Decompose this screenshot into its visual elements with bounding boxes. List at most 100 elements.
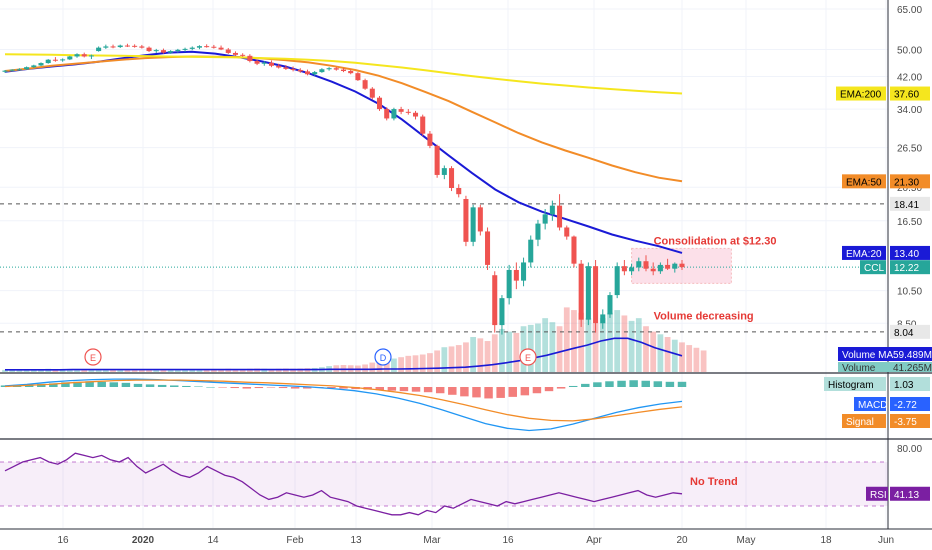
candle-43 bbox=[312, 71, 318, 76]
macd-tag-value: 1.03 bbox=[894, 380, 914, 391]
candle-86 bbox=[621, 260, 627, 276]
macd-hist-bar-56 bbox=[677, 381, 687, 387]
volume-bar-16 bbox=[117, 370, 124, 372]
volume-bar-19 bbox=[138, 369, 145, 372]
volume-bar-27 bbox=[196, 369, 203, 372]
event-marker-e-2: E bbox=[519, 348, 537, 366]
price-tag-1-label: EMA:50 bbox=[846, 177, 882, 188]
price-tag-4-value-bg bbox=[890, 260, 930, 275]
candle-body bbox=[657, 264, 663, 272]
time-tick-11: Jun bbox=[878, 535, 894, 546]
volume-bar-93 bbox=[671, 339, 678, 372]
event-marker-label: E bbox=[525, 353, 531, 363]
volume-bar-77 bbox=[556, 326, 563, 372]
candle-body bbox=[132, 45, 138, 47]
macd-hist-bar-21 bbox=[254, 387, 264, 389]
candle-body bbox=[96, 47, 102, 52]
rsi-tick-0: 80.00 bbox=[897, 444, 922, 455]
candle-5 bbox=[38, 62, 44, 67]
candle-body bbox=[81, 54, 87, 57]
macd-hist-bar-14 bbox=[170, 385, 179, 387]
candle-53 bbox=[384, 107, 390, 121]
candle-body bbox=[434, 145, 440, 175]
candle-body bbox=[557, 205, 563, 228]
candle-8 bbox=[60, 58, 66, 62]
candle-body bbox=[362, 80, 368, 89]
macd-tag-label-bg bbox=[842, 414, 886, 428]
price-tag-3-value-bg bbox=[890, 245, 930, 260]
macd-line bbox=[4, 378, 683, 432]
macd-tag-label: Histogram bbox=[828, 380, 874, 391]
candle-body bbox=[340, 69, 347, 72]
candle-19 bbox=[139, 44, 145, 49]
candle-66 bbox=[477, 204, 483, 236]
price-tag-3-label: EMA:20 bbox=[846, 249, 882, 260]
macd-tag-label-bg bbox=[854, 397, 886, 411]
event-marker-d-1: D bbox=[374, 348, 392, 366]
candle-17 bbox=[124, 43, 130, 48]
macd-tag-value-bg bbox=[890, 414, 930, 428]
price-tick-3: 34.00 bbox=[897, 105, 922, 116]
candle-15 bbox=[110, 44, 116, 49]
candle-body bbox=[146, 47, 152, 52]
volume-bar-26 bbox=[189, 369, 196, 372]
volume-bar-84 bbox=[607, 312, 613, 372]
candle-body bbox=[290, 68, 296, 70]
candle-body bbox=[521, 262, 527, 281]
candle-10 bbox=[74, 53, 80, 58]
candle-37 bbox=[268, 60, 274, 68]
price-tag-4-label-bg bbox=[860, 260, 886, 275]
price-tick-5: 20.50 bbox=[897, 183, 922, 194]
candle-79 bbox=[571, 235, 577, 268]
candle-29 bbox=[211, 44, 217, 49]
candle-body bbox=[485, 231, 491, 265]
candles bbox=[2, 43, 685, 335]
candle-body bbox=[160, 50, 166, 53]
macd-tag-value-bg bbox=[890, 377, 930, 391]
volume-bar-10 bbox=[74, 370, 80, 372]
volume-bar-32 bbox=[232, 369, 239, 372]
candle-body bbox=[679, 263, 685, 268]
candle-31 bbox=[225, 47, 231, 54]
volume-bar-37 bbox=[268, 369, 275, 372]
time-tick-8: 20 bbox=[676, 535, 688, 546]
candle-64 bbox=[463, 195, 469, 247]
macd-hist-bar-51 bbox=[617, 380, 626, 387]
event-marker-e-0: E bbox=[84, 348, 102, 366]
price-tag-0-label: EMA:200 bbox=[840, 90, 882, 101]
candle-62 bbox=[449, 166, 455, 192]
volume-bar-22 bbox=[160, 369, 167, 372]
price-tag-3: EMA:20 13.40 bbox=[842, 245, 930, 260]
candle-39 bbox=[283, 65, 289, 70]
price-tag-1-label-bg bbox=[842, 174, 886, 189]
volume-bar-91 bbox=[657, 334, 664, 372]
macd-hist-bar-31 bbox=[375, 387, 384, 391]
candle-11 bbox=[81, 52, 87, 58]
volume-bar-15 bbox=[110, 369, 116, 372]
candle-body bbox=[240, 54, 246, 56]
candle-body bbox=[607, 295, 613, 315]
candle-body bbox=[614, 266, 620, 296]
candle-2 bbox=[16, 68, 22, 71]
volume-bar-83 bbox=[599, 318, 606, 372]
candle-body bbox=[384, 109, 390, 119]
candle-body bbox=[629, 267, 635, 272]
volume-bar-60 bbox=[434, 350, 441, 372]
macd-hist-bar-19 bbox=[230, 387, 239, 389]
macd-hist-bar-8 bbox=[97, 381, 106, 387]
volume-bar-56 bbox=[405, 355, 412, 372]
candle-body bbox=[232, 52, 238, 55]
candle-body bbox=[139, 46, 145, 48]
candle-body bbox=[124, 45, 130, 47]
volume-bar-88 bbox=[635, 318, 642, 372]
candle-60 bbox=[434, 144, 440, 178]
candle-63 bbox=[456, 184, 462, 198]
candle-body bbox=[319, 69, 325, 73]
macd-tag-signal: Signal -3.75 bbox=[842, 414, 930, 428]
macd-hist-bar-50 bbox=[605, 381, 614, 387]
macd-hist-bar-27 bbox=[327, 387, 336, 389]
price-tag-2-value: 18.41 bbox=[894, 200, 919, 211]
candle-body bbox=[535, 223, 541, 240]
volume-bar-70 bbox=[506, 331, 513, 372]
rsi-line bbox=[4, 452, 683, 516]
